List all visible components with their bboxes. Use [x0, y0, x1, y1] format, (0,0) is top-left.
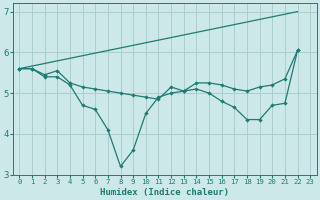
X-axis label: Humidex (Indice chaleur): Humidex (Indice chaleur) — [100, 188, 229, 197]
